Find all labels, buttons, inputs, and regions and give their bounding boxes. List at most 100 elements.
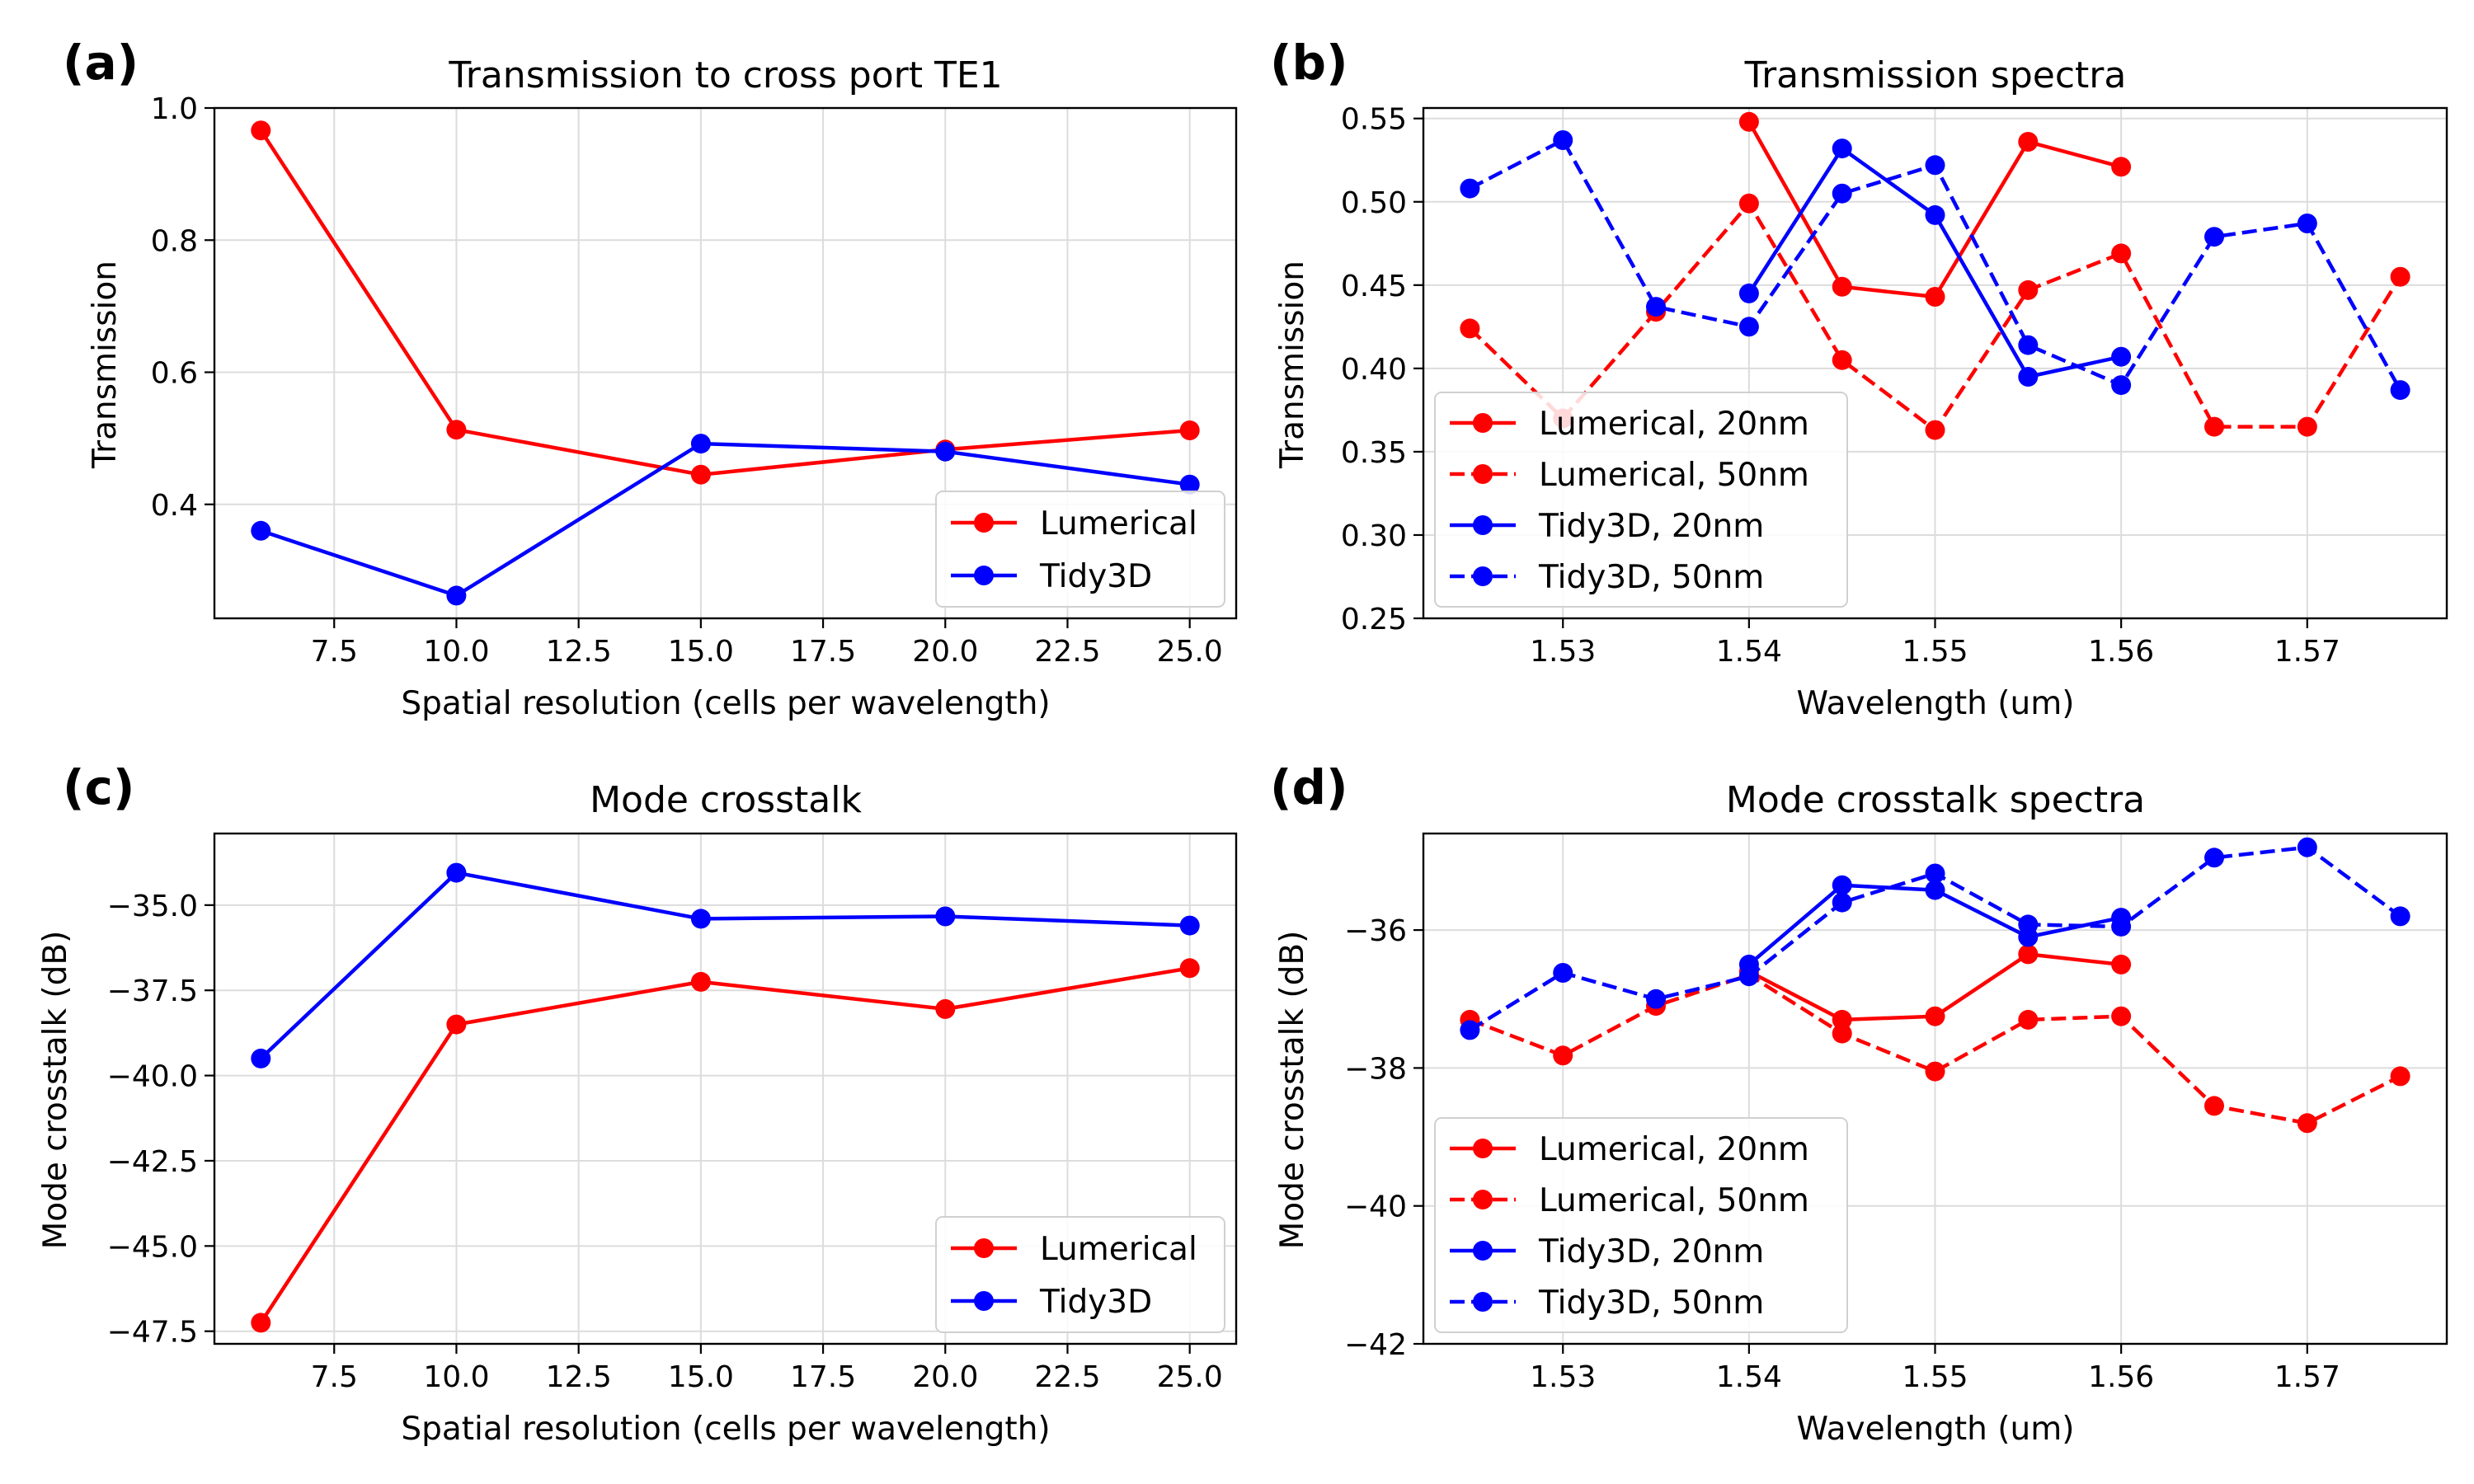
legend-item: Lumerical — [951, 505, 1197, 542]
x-tick-label: 22.5 — [1034, 635, 1100, 669]
legend-marker — [1473, 1292, 1493, 1312]
x-axis-label: Spatial resolution (cells per wavelength… — [401, 1411, 1050, 1448]
x-tick-label: 20.0 — [912, 1360, 978, 1394]
data-point — [1179, 420, 1200, 440]
data-point — [2111, 954, 2132, 974]
data-point — [1460, 1020, 1480, 1040]
data-point — [1553, 963, 1573, 983]
data-point — [690, 971, 711, 992]
y-tick-label: −42.5 — [107, 1145, 198, 1179]
data-point — [446, 1014, 467, 1035]
legend-marker — [974, 513, 994, 533]
legend-item: Tidy3D, 50nm — [1450, 1284, 1764, 1322]
data-point — [1179, 474, 1200, 495]
legend-item: Tidy3D, 50nm — [1450, 559, 1764, 596]
legend-marker — [974, 566, 994, 585]
legend-box — [1434, 1117, 1848, 1333]
data-point — [1925, 1061, 1945, 1082]
data-point — [1738, 317, 1759, 337]
data-point — [251, 120, 271, 141]
data-point — [2297, 1113, 2317, 1134]
series-tidy3d-50nm — [1460, 130, 2411, 401]
x-tick-label: 1.54 — [1716, 635, 1782, 669]
legend: Lumerical Tidy3D — [935, 1216, 1225, 1333]
x-tick-label: 25.0 — [1157, 635, 1223, 669]
legend-label: Tidy3D, 50nm — [1538, 1284, 1764, 1322]
legend-box — [935, 1216, 1225, 1333]
x-tick-label: 1.53 — [1530, 1360, 1596, 1394]
panel-c: (c) Mode crosstalk Spatial resolution (c… — [37, 759, 1238, 1448]
data-point — [2297, 214, 2317, 233]
series-tidy3d-20nm — [1738, 139, 2132, 387]
chart-title: Transmission spectra — [1744, 54, 2127, 96]
legend-marker — [1473, 515, 1493, 535]
data-point — [1832, 183, 1852, 204]
x-tick-label: 15.0 — [668, 1360, 734, 1394]
x-axis-label: Wavelength (um) — [1797, 685, 2075, 722]
data-point — [2018, 914, 2039, 935]
data-point — [2111, 346, 2132, 367]
y-tick-label: −35.0 — [107, 890, 198, 923]
data-point — [2018, 132, 2039, 152]
data-point — [2390, 1066, 2411, 1087]
data-point — [1925, 880, 1945, 900]
x-axis-label: Wavelength (um) — [1797, 1411, 2075, 1448]
x-tick-label: 1.55 — [1902, 1360, 1968, 1394]
x-axis-label: Spatial resolution (cells per wavelength… — [401, 685, 1050, 722]
data-point — [1832, 875, 1852, 895]
data-point — [1925, 420, 1945, 440]
panel-d: (d) Mode crosstalk spectra Wavelength (u… — [1270, 759, 2448, 1448]
legend-marker — [1473, 1139, 1493, 1158]
x-tick-label: 22.5 — [1034, 1360, 1100, 1394]
panel-b: (b) Transmission spectra Wavelength (um)… — [1270, 35, 2448, 722]
legend-marker — [1473, 1241, 1493, 1261]
data-point — [2111, 157, 2132, 177]
data-point — [690, 464, 711, 485]
data-point — [2204, 227, 2224, 247]
series-lumerical-20nm — [1738, 111, 2132, 307]
y-tick-label: 0.25 — [1341, 603, 1407, 636]
series-tidy3d — [251, 434, 1200, 606]
legend-label: Lumerical, 20nm — [1539, 1131, 1809, 1168]
y-tick-label: −37.5 — [107, 974, 198, 1008]
data-point — [1646, 297, 1666, 317]
y-tick-label: −40.0 — [107, 1060, 198, 1094]
data-point — [2018, 367, 2039, 387]
data-point — [1738, 193, 1759, 214]
data-point — [2018, 1009, 2039, 1030]
data-point — [935, 441, 956, 462]
data-point — [2018, 279, 2039, 300]
data-point — [251, 1313, 271, 1333]
x-tick-label: 25.0 — [1157, 1360, 1223, 1394]
y-tick-label: −36 — [1344, 914, 1407, 948]
panel-label: (b) — [1270, 35, 1348, 91]
data-point — [2204, 416, 2224, 437]
data-point — [2390, 266, 2411, 287]
y-tick-label: 0.55 — [1341, 103, 1407, 137]
data-point — [1738, 966, 1759, 987]
legend-item: Lumerical, 50nm — [1450, 1182, 1809, 1219]
data-point — [1553, 130, 1573, 150]
y-tick-label: 0.35 — [1341, 436, 1407, 470]
x-tick-label: 1.54 — [1716, 1360, 1782, 1394]
legend-item: Lumerical, 50nm — [1450, 457, 1809, 494]
data-point — [1925, 155, 1945, 176]
data-point — [2111, 1006, 2132, 1026]
x-tick-label: 10.0 — [423, 1360, 489, 1394]
legend-box — [1434, 392, 1848, 608]
x-tick-label: 1.53 — [1530, 635, 1596, 669]
x-tick-label: 12.5 — [546, 1360, 612, 1394]
legend-label: Lumerical — [1040, 1231, 1197, 1268]
data-point — [690, 434, 711, 454]
data-point — [1832, 892, 1852, 913]
x-tick-label: 7.5 — [311, 1360, 358, 1394]
y-tick-label: 1.0 — [151, 92, 198, 126]
x-tick-label: 17.5 — [790, 1360, 856, 1394]
chart-title: Mode crosstalk — [590, 779, 862, 821]
legend-item: Tidy3D, 20nm — [1450, 508, 1764, 545]
data-point — [1738, 283, 1759, 303]
data-point — [2297, 837, 2317, 857]
legend-marker — [1473, 464, 1493, 484]
legend-item: Tidy3D — [951, 558, 1152, 595]
x-tick-label: 1.56 — [2088, 1360, 2154, 1394]
